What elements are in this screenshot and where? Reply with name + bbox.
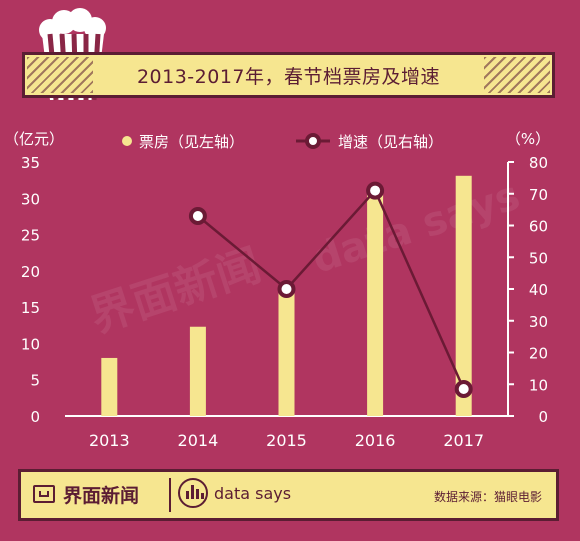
y-left-tick-label: 30 [21,190,40,208]
x-tick-label: 2016 [355,431,396,450]
y-left-tick-label: 0 [30,408,40,426]
legend-line-label: 增速（见右轴） [338,133,443,151]
y-left-tick-label: 5 [30,372,40,390]
growth-point-2015 [277,280,296,298]
growth-point-2014 [188,206,207,225]
legend-bar-swatch [122,136,132,146]
y-right-tick-label: 10 [529,376,548,394]
y-right-tick-label: 50 [529,249,548,267]
y-right-tick-label: 30 [529,313,548,331]
x-tick-label: 2013 [89,431,130,450]
y-left-tick-label: 25 [21,227,40,245]
growth-line [197,188,465,390]
brand-name: 界面新闻 [63,485,140,507]
title-banner: 2013-2017年，春节档票房及增速 [22,52,555,98]
footer-divider [169,478,171,512]
y-right-tick-label: 60 [529,218,548,236]
chart-title: 2013-2017年，春节档票房及增速 [136,65,441,88]
bar-2015 [278,286,295,416]
x-tick-label: 2017 [443,431,484,450]
watermark-brand: 界面新闻 [84,240,267,343]
watermark-datasays: data says [307,173,526,283]
y-right-tick-label: 80 [529,154,548,172]
data-source: 数据来源：猫眼电影 [433,490,542,504]
bar-2016 [367,194,384,416]
brand-logo-icon [33,485,55,503]
legend-bar-label: 票房（见左轴） [139,133,244,151]
growth-point-2017 [454,380,473,399]
y-right-tick-label: 20 [529,345,548,363]
y-right-tick-label: 0 [538,408,548,426]
bar-2014 [189,326,206,416]
x-tick-label: 2015 [266,431,307,450]
bar-2013 [101,357,118,416]
growth-point-2016 [366,181,385,200]
footer-bar: 界面新闻 data says 数据来源：猫眼电影 [18,469,559,521]
y-left-tick-label: 20 [21,263,40,281]
y-left-tick-label: 35 [21,154,40,172]
y-left-unit: （亿元） [4,130,64,148]
y-left-tick-label: 15 [21,299,40,317]
bar-2017 [455,175,472,416]
y-right-unit: （%） [506,130,550,148]
x-tick-label: 2014 [178,431,219,450]
y-right-tick-label: 70 [529,186,548,204]
data-says-icon [178,478,208,508]
data-says-label: data says [214,484,292,503]
y-right-tick-label: 40 [529,281,548,299]
legend-line-marker [305,133,321,149]
y-left-tick-label: 10 [21,335,40,353]
